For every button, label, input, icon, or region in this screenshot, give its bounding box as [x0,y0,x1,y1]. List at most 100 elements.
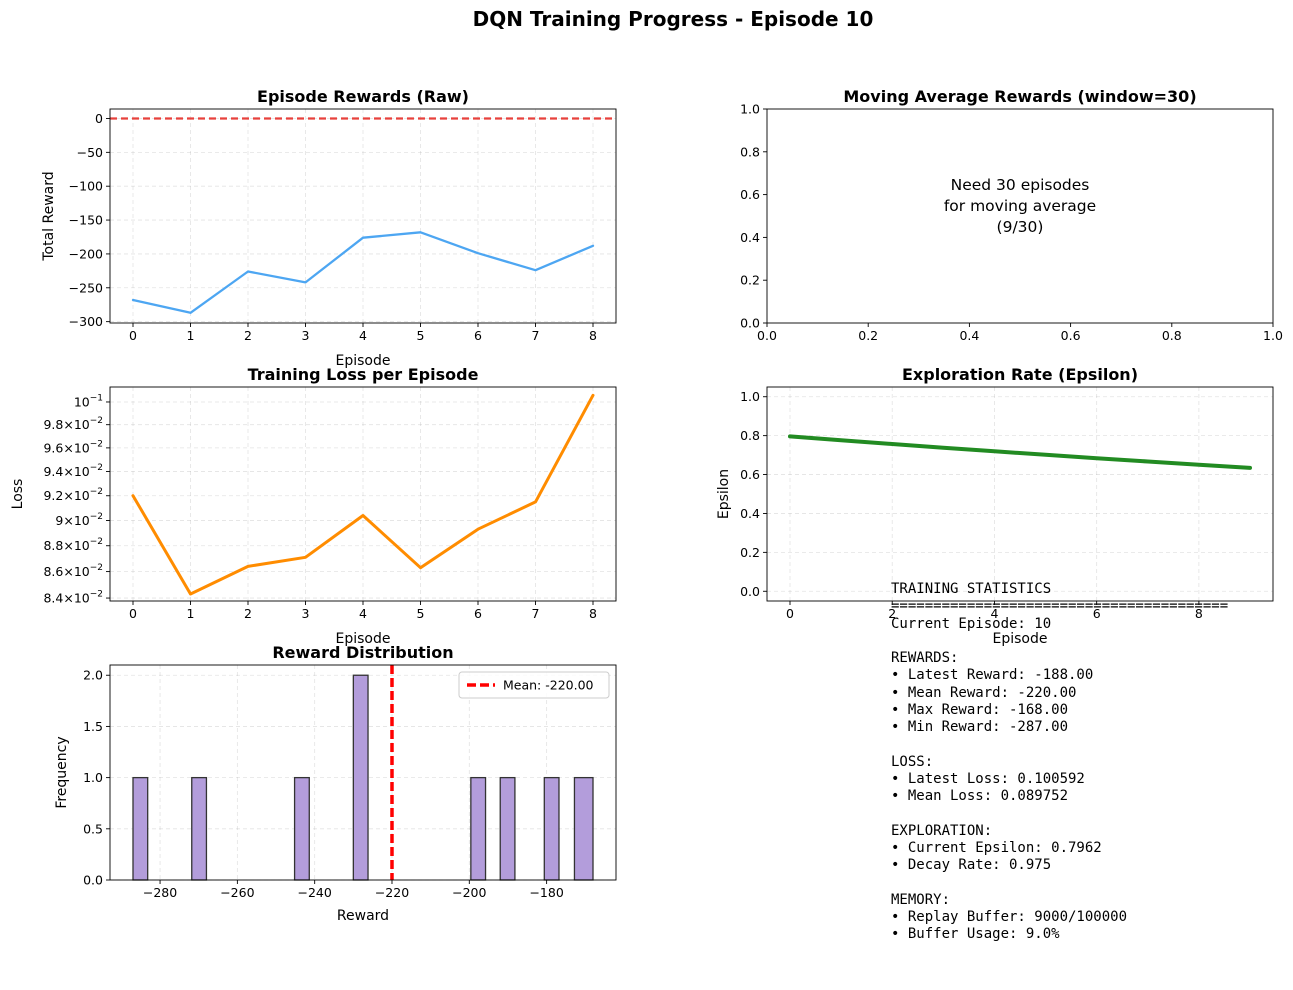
chart-rewards: 0 1 2 3 4 5 6 7 8 0 −50 −100 −150 −200 −250 −300 Episode… [41,87,617,369]
moving-average-note: (9/30) [997,218,1044,236]
stats-line: • Mean Loss: 0.089752 [891,788,1069,804]
x-tick-label: −260 [220,885,254,900]
chart-title: Exploration Rate (Epsilon) [902,365,1138,384]
x-tick-label: −280 [143,885,177,900]
histogram-bar [573,776,594,881]
y-tick-label: −300 [69,314,103,329]
y-tick-label: 0.8 [740,144,760,159]
x-tick-label: 4 [359,328,367,343]
x-tick-label: 6 [1093,606,1101,621]
y-tick-label: −100 [69,179,103,194]
histogram-bar [543,776,560,881]
x-tick-label: 0.2 [858,328,878,343]
y-tick-label: 9.4×10−2 [43,463,103,479]
stats-line [891,805,1228,822]
histogram-bar [499,776,516,881]
y-tick-label: 8.6×10−2 [43,563,103,579]
moving-average-note: Need 30 episodes [951,176,1090,194]
y-tick-label: 0.8 [740,428,760,443]
stats-line: • Mean Reward: -220.00 [891,684,1077,701]
y-tick-label: 1.0 [83,770,103,785]
y-tick-label: 1.0 [740,389,760,404]
y-tick-label: 2.0 [83,668,103,683]
x-tick-label: 0 [129,328,137,343]
stats-line: LOSS: [891,753,934,770]
y-tick-label: 1.0 [740,102,760,117]
chart-loss: 0 1 2 3 4 5 6 7 8 8.4×10−2 8.6×10−2 8.8×10−2 9×10−2 9… [10,365,617,647]
training-statistics-panel: TRAINING STATISTICS =====================… [891,581,1228,943]
x-tick-label: 0 [786,606,794,621]
moving-average-note: for moving average [944,197,1096,215]
stats-line: ======================================== [891,598,1229,615]
y-axis-label: Frequency [54,736,70,808]
x-tick-label: −220 [375,885,409,900]
y-tick-label: 0.5 [83,821,103,836]
chart-title: Training Loss per Episode [248,365,479,384]
y-tick-label: 1.5 [83,719,103,734]
x-tick-label: 5 [417,606,425,621]
y-tick-label: 9×10−2 [55,512,103,528]
stats-line: • Latest Loss: 0.100592 [891,770,1085,787]
y-tick-label: 0.4 [740,506,760,521]
chart-title: Episode Rewards (Raw) [257,87,469,106]
histogram-bar [293,776,310,881]
x-tick-label: 8 [589,328,597,343]
plot-frame [766,108,1274,324]
histogram-bar [132,776,149,881]
x-tick-label: 5 [417,328,425,343]
y-tick-label: −200 [69,246,103,261]
y-tick-label: −250 [69,280,103,295]
x-tick-label: 0.8 [1162,328,1182,343]
x-axis-label: Reward [337,908,389,924]
reward-series-line [131,231,595,314]
x-tick-label: 4 [359,606,367,621]
chart-title: Moving Average Rewards (window=30) [843,87,1196,106]
plot-frame [109,664,617,881]
y-tick-label: 8.8×10−2 [43,537,103,553]
x-axis-label: Episode [993,631,1048,647]
chart-title: Reward Distribution [272,643,453,662]
x-tick-label: 7 [532,606,540,621]
stats-line: • Buffer Usage: 9.0% [891,926,1060,942]
stats-line: • Decay Rate: 0.975 [891,857,1052,873]
x-tick-label: 0 [129,606,137,621]
figure-title: DQN Training Progress - Episode 10 [473,7,874,31]
stats-line: • Latest Reward: -188.00 [891,667,1094,684]
y-tick-label: −150 [69,213,103,228]
y-tick-label: 0.4 [740,230,760,245]
x-tick-label: 4 [990,606,998,621]
x-tick-label: 6 [474,606,482,621]
stats-line [891,736,1228,753]
plot-frame [766,386,1274,602]
stats-line: • Max Reward: -168.00 [891,701,1069,718]
stats-line: REWARDS: [891,650,959,666]
y-axis-label: Epsilon [716,469,732,519]
histogram-bar [352,674,369,881]
stats-line [891,633,1228,650]
y-axis-label: Total Reward [41,171,57,261]
histogram-bar [470,776,487,881]
y-tick-label: 9.8×10−2 [43,416,103,432]
x-tick-label: 0.6 [1061,328,1081,343]
y-tick-label: 0 [95,111,103,126]
y-tick-label: 0.0 [740,316,760,331]
x-tick-label: −240 [298,885,332,900]
stats-line [891,874,1228,891]
x-tick-label: 6 [474,328,482,343]
y-tick-label: 10−1 [74,393,103,409]
x-tick-label: −180 [529,885,563,900]
x-tick-label: 1 [187,606,195,621]
y-tick-label: 0.2 [740,273,760,288]
epsilon-series-line [788,434,1252,470]
x-axis-label: Episode [336,631,391,647]
stats-line: TRAINING STATISTICS [891,581,1052,597]
y-tick-label: 0.0 [740,584,760,599]
y-tick-label: 9.6×10−2 [43,439,103,455]
y-axis-label: Loss [10,479,26,510]
x-tick-label: 3 [302,328,310,343]
histogram-legend: Mean: -220.00 [458,671,610,699]
y-tick-label: 9.2×10−2 [43,487,103,503]
y-tick-label: 0.0 [83,873,103,888]
x-tick-label: 7 [532,328,540,343]
